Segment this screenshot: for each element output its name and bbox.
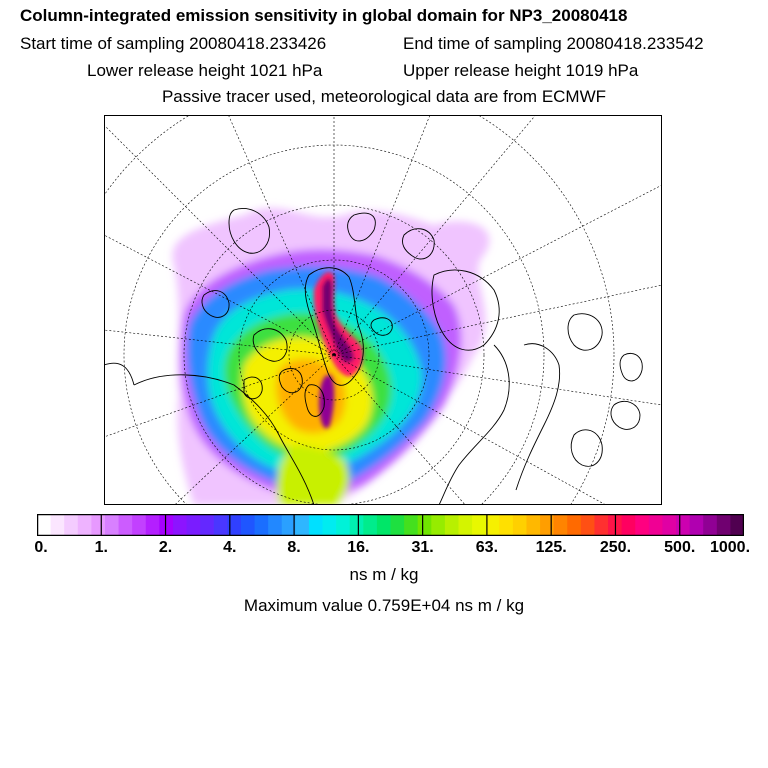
graticule	[104, 115, 662, 505]
colorbar-swatch	[485, 514, 500, 536]
colorbar-tick-label: 125.	[535, 539, 567, 556]
colorbar-tick-label: 250.	[599, 539, 632, 556]
colorbar-swatch	[159, 514, 174, 536]
colorbar-swatch	[512, 514, 527, 536]
colorbar-swatch	[621, 514, 636, 536]
colorbar-swatch	[458, 514, 473, 536]
colorbar-tick-label: 2.	[158, 539, 173, 556]
colorbar-swatch	[553, 514, 568, 536]
colorbar-tick-label: 500.	[664, 539, 696, 556]
emission-sensitivity-map	[104, 115, 662, 505]
colorbar-swatch	[132, 514, 147, 536]
colorbar-swatch	[363, 514, 378, 536]
colorbar-tick-label: 1000.	[709, 539, 751, 556]
colorbar-swatch	[580, 514, 595, 536]
colorbar-swatch	[240, 514, 256, 536]
lower-release-height: Lower release height 1021 hPa	[87, 61, 323, 80]
colorbar-swatch	[730, 514, 744, 536]
colorbar-swatch	[281, 514, 296, 536]
colorbar-swatch	[499, 514, 514, 536]
plot-title: Column-integrated emission sensitivity i…	[20, 6, 628, 25]
colorbar-swatch	[444, 514, 459, 536]
colorbar-swatch	[703, 514, 718, 536]
colorbar-swatch	[172, 514, 188, 536]
coastlines	[104, 208, 643, 505]
colorbar-tick-label: 31.	[411, 539, 434, 556]
colorbar-swatch	[594, 514, 609, 536]
colorbar-swatch	[104, 514, 120, 536]
colorbar-swatch	[295, 514, 310, 536]
colorbar-tick-label: 63.	[475, 539, 499, 556]
colorbar-swatch	[472, 514, 487, 536]
colorbar-swatch	[635, 514, 650, 536]
colorbar-swatch	[77, 514, 92, 536]
colorbar-swatch	[64, 514, 79, 536]
colorbar-swatch	[349, 514, 364, 536]
colorbar-swatch	[662, 514, 677, 536]
colorbar-swatch	[50, 514, 65, 536]
maximum-value: Maximum value 0.759E+04 ns m / kg	[243, 596, 525, 615]
colorbar-swatch	[322, 514, 337, 536]
colorbar-swatch	[186, 514, 201, 536]
colorbar-swatch	[227, 514, 242, 536]
colorbar-swatch	[676, 514, 691, 536]
colorbar-swatch	[145, 514, 160, 536]
colorbar-swatch	[431, 514, 446, 536]
colorbar-swatch	[648, 514, 663, 536]
colorbar-swatch	[308, 514, 324, 536]
colorbar-tick-label: 16.	[347, 539, 370, 556]
colorbar-units: ns m / kg	[349, 565, 419, 584]
colorbar-swatch	[200, 514, 215, 536]
start-time: Start time of sampling 20080418.233426	[20, 34, 327, 53]
colorbar-swatch	[716, 514, 731, 536]
colorbar-tick-label: 1.	[94, 539, 108, 556]
colorbar-swatch	[254, 514, 269, 536]
colorbar-swatch	[540, 514, 555, 536]
colorbar-swatch	[91, 514, 106, 536]
end-time: End time of sampling 20080418.233542	[403, 34, 704, 53]
colorbar-swatch	[567, 514, 582, 536]
colorbar	[37, 514, 744, 536]
colorbar-swatch	[213, 514, 228, 536]
tracer-note: Passive tracer used, meteorological data…	[161, 87, 607, 106]
colorbar-swatch	[417, 514, 432, 536]
colorbar-tick-label: 8.	[287, 539, 301, 556]
colorbar-swatch	[526, 514, 541, 536]
colorbar-swatch	[376, 514, 391, 536]
upper-release-height: Upper release height 1019 hPa	[403, 61, 639, 80]
colorbar-frame	[37, 514, 744, 536]
colorbar-swatch	[268, 514, 283, 536]
colorbar-tick-label: 0.	[34, 539, 48, 556]
colorbar-swatch	[404, 514, 419, 536]
release-streak	[313, 271, 364, 429]
colorbar-swatch	[336, 514, 351, 536]
plume-tongue	[276, 445, 350, 505]
colorbar-swatch	[689, 514, 704, 536]
colorbar-tick-label: 4.	[223, 539, 237, 556]
colorbar-swatch	[118, 514, 133, 536]
colorbar-swatch	[390, 514, 405, 536]
colorbar-swatch	[37, 514, 52, 536]
